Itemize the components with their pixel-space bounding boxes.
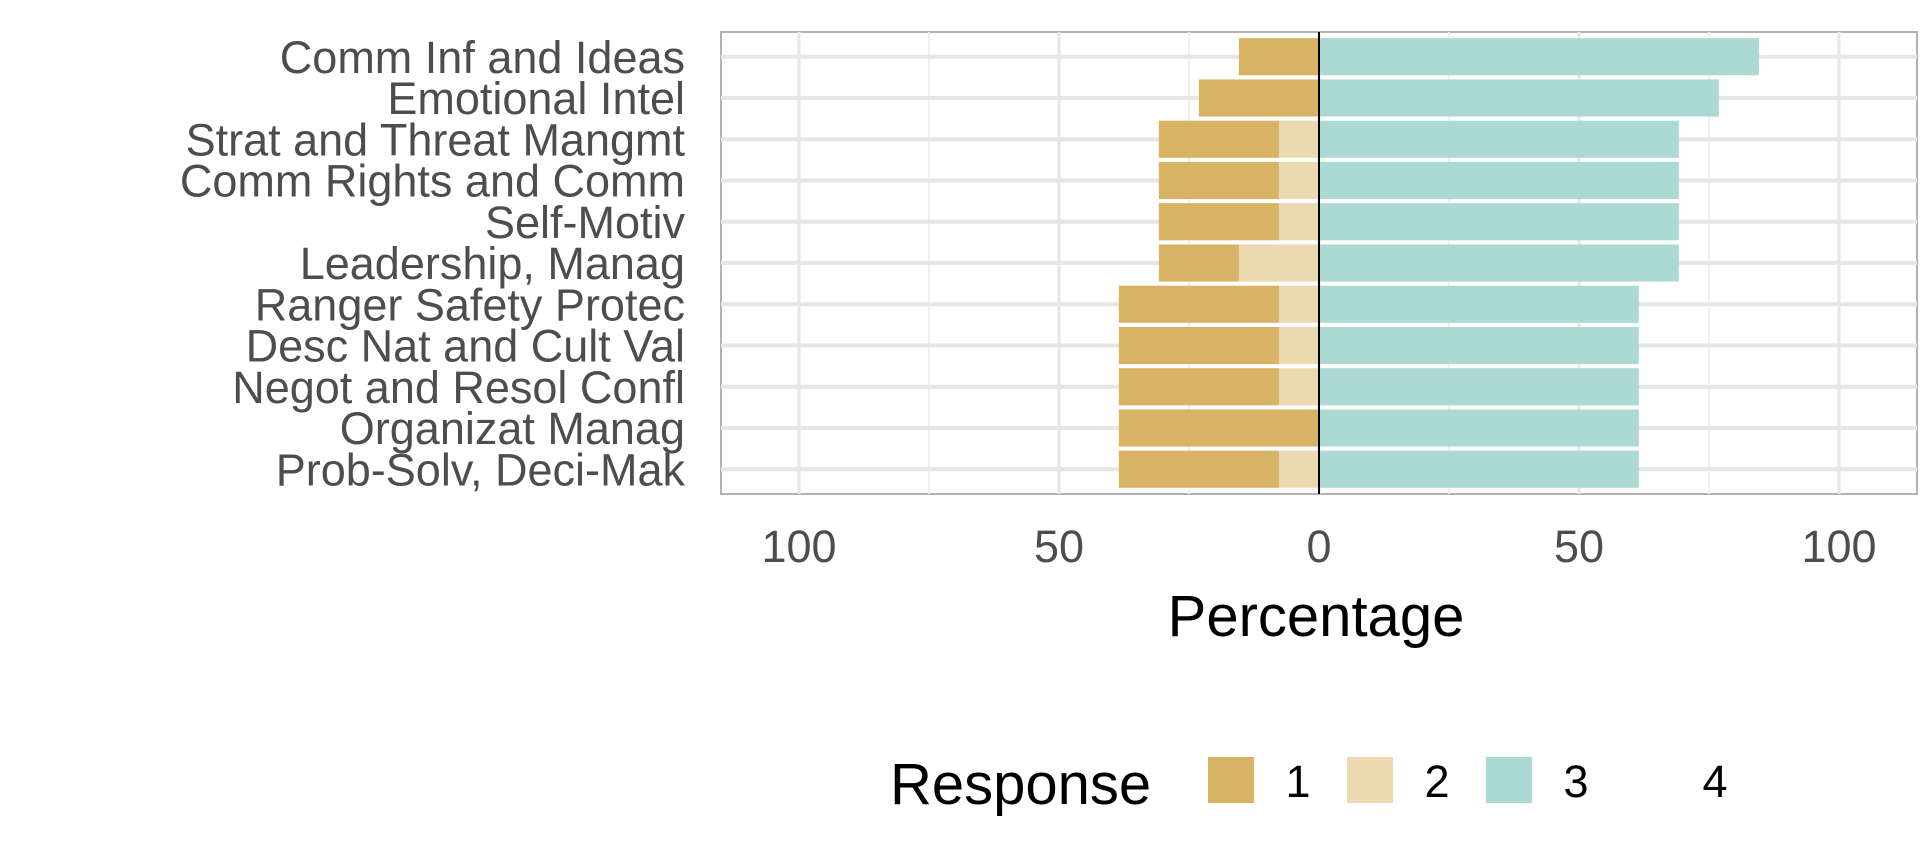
bar-series-2 [1278, 326, 1319, 365]
category-label: Prob-Solv, Deci-Mak [276, 444, 686, 495]
x-axis-title: Percentage [1168, 584, 1465, 649]
bar-series-1 [1198, 79, 1319, 117]
x-tick-label: 100 [761, 521, 836, 572]
category-label: Self-Motiv [485, 197, 686, 248]
x-tick-label: 50 [1554, 521, 1604, 572]
bar-series-3 [1319, 450, 1639, 488]
bar-series-2 [1278, 120, 1319, 158]
legend-key-4 [1625, 757, 1671, 803]
bar-series-2 [1278, 450, 1319, 488]
bar-series-3 [1319, 326, 1639, 365]
bar-series-1 [1118, 285, 1279, 323]
legend: Response 1 2 3 4 [890, 752, 1728, 817]
category-label: Organizat Manag [340, 403, 685, 454]
legend-key-1 [1208, 757, 1254, 803]
bar-series-3 [1319, 368, 1639, 406]
legend-key-2 [1347, 757, 1393, 803]
bar-series-2 [1238, 244, 1319, 282]
legend-title: Response [890, 752, 1151, 817]
bar-series-3 [1319, 79, 1719, 117]
category-label: Comm Inf and Ideas [280, 32, 685, 83]
bar-series-3 [1319, 244, 1679, 282]
bar-series-2 [1278, 161, 1319, 200]
legend-key-3 [1486, 757, 1532, 803]
bar-series-1 [1158, 203, 1279, 241]
legend-label: 1 [1285, 756, 1310, 807]
category-label: Strat and Threat Mangmt [186, 114, 686, 165]
category-label: Desc Nat and Cult Val [246, 321, 685, 372]
bars [1118, 38, 1759, 488]
legend-label: 3 [1563, 756, 1588, 807]
x-tick-label: 100 [1801, 521, 1876, 572]
x-tick-label: 0 [1306, 521, 1331, 572]
bar-series-1 [1158, 120, 1279, 158]
category-label: Comm Rights and Comm [180, 156, 685, 207]
bar-series-1 [1158, 161, 1279, 200]
bar-series-2 [1278, 203, 1319, 241]
bar-series-1 [1238, 38, 1319, 76]
x-tick-labels: 100 50 0 50 100 [761, 521, 1876, 572]
category-label: Ranger Safety Protec [255, 279, 685, 330]
bar-series-3 [1319, 203, 1679, 241]
bar-series-3 [1319, 120, 1679, 158]
bar-series-1 [1118, 368, 1279, 406]
bar-series-3 [1319, 38, 1759, 76]
bar-series-1 [1118, 409, 1319, 447]
bar-series-1 [1158, 244, 1239, 282]
bar-series-1 [1118, 450, 1279, 488]
legend-label: 4 [1702, 756, 1727, 807]
category-label: Leadership, Manag [300, 238, 685, 289]
bar-series-3 [1319, 409, 1639, 447]
bar-series-2 [1278, 285, 1319, 323]
bar-series-3 [1319, 285, 1639, 323]
bar-series-1 [1118, 326, 1279, 365]
category-label: Negot and Resol Confl [232, 362, 685, 413]
category-label: Emotional Intel [387, 73, 685, 124]
bar-series-3 [1319, 161, 1679, 200]
bar-series-2 [1278, 368, 1319, 406]
legend-label: 2 [1424, 756, 1449, 807]
x-tick-label: 50 [1034, 521, 1084, 572]
